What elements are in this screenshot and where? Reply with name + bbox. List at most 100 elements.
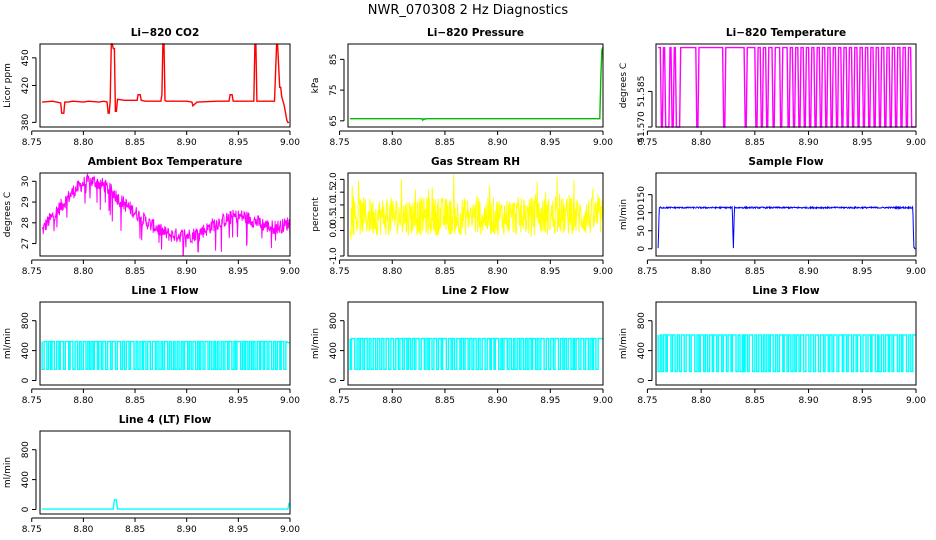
y-tick-label: 29: [21, 196, 31, 208]
x-tick-label: 8.75: [637, 396, 657, 406]
x-tick-label: 8.90: [177, 525, 197, 535]
y-tick-label: 150: [637, 186, 647, 203]
plot-frame: [39, 430, 291, 515]
x-tick-label: 8.85: [745, 267, 765, 277]
x-tick-label: 8.85: [125, 138, 145, 148]
y-tick-label: 100: [637, 204, 647, 221]
y-tick-label: 0: [21, 377, 31, 383]
x-tick-label: 8.95: [228, 396, 248, 406]
series-line: [41, 172, 291, 257]
plot-frame: [39, 172, 291, 257]
plot-frame: [347, 301, 604, 386]
series-line: [658, 46, 916, 128]
panel-title: Ambient Box Temperature: [88, 156, 243, 168]
x-tick-label: 8.80: [73, 138, 93, 148]
y-axis-label: Licor ppm: [3, 63, 13, 108]
series-line: [42, 43, 289, 124]
y-axis-label: ml/min: [3, 328, 13, 359]
panels-group: Li−820 CO2 8.75 8.80 8.85 8.90 8.95 9.00 380 420…: [3, 27, 926, 535]
panel-title: Li−820 Pressure: [427, 27, 524, 39]
x-tick-label: 8.75: [330, 396, 350, 406]
y-tick-label: 50: [637, 225, 647, 237]
panel-pressure: Li−820 Pressure 8.75 8.80 8.85 8.90 8.95 9.00 6…: [311, 27, 613, 148]
x-tick-label: 9.00: [280, 525, 300, 535]
y-tick-label: 0: [329, 377, 339, 383]
y-axis-label: degrees C: [619, 63, 629, 108]
y-tick-label: 0.0: [329, 223, 339, 238]
x-tick-label: 8.95: [228, 267, 248, 277]
y-tick-label: 30: [21, 175, 31, 187]
x-tick-label: 8.80: [691, 267, 711, 277]
x-tick-label: 9.00: [280, 267, 300, 277]
plot-frame: [655, 43, 917, 128]
x-tick-label: 8.90: [799, 396, 819, 406]
panel-title: Li−820 Temperature: [726, 27, 846, 39]
y-tick-label: 800: [21, 441, 31, 458]
y-tick-label: 51.570: [637, 111, 647, 143]
y-tick-label: 28: [21, 217, 31, 229]
x-tick-label: 8.95: [228, 525, 248, 535]
x-tick-label: 8.90: [177, 396, 197, 406]
x-tick-label: 8.75: [22, 396, 42, 406]
panel-title: Line 2 Flow: [442, 285, 509, 297]
y-tick-label: 0: [21, 506, 31, 512]
y-tick-label: 400: [637, 342, 647, 359]
plot-frame: [347, 43, 604, 128]
series-line: [657, 334, 916, 373]
x-tick-label: 8.95: [228, 138, 248, 148]
panel-line4: Line 4 (LT) Flow 8.75 8.80 8.85 8.90 8.95 9.00…: [3, 414, 300, 535]
x-tick-label: 8.75: [637, 138, 657, 148]
panel-title: Line 3 Flow: [752, 285, 819, 297]
x-tick-label: 8.75: [637, 267, 657, 277]
y-axis-label: ml/min: [619, 199, 629, 230]
panel-line2: Line 2 Flow 8.75 8.80 8.85 8.90 8.95 9.00 0 400 8…: [311, 285, 613, 406]
x-tick-label: 8.85: [125, 396, 145, 406]
x-tick-label: 8.75: [330, 138, 350, 148]
y-tick-label: 400: [21, 342, 31, 359]
y-tick-label: 0: [637, 377, 647, 383]
panel-title: Line 4 (LT) Flow: [119, 414, 212, 426]
x-tick-label: 8.90: [799, 138, 819, 148]
plot-frame: [655, 301, 917, 386]
panel-title: Li−820 CO2: [131, 27, 200, 39]
x-tick-label: 8.90: [799, 267, 819, 277]
x-tick-label: 9.00: [593, 138, 613, 148]
x-tick-label: 8.85: [435, 267, 455, 277]
x-tick-label: 9.00: [593, 396, 613, 406]
panel-ambient: Ambient Box Temperature 8.75 8.80 8.85 8.90 8…: [3, 156, 300, 277]
panel-rh: Gas Stream RH 8.75 8.80 8.85 8.90 8.95 9.00 -1.…: [311, 156, 613, 277]
y-tick-label: 800: [21, 312, 31, 329]
y-tick-label: 85: [329, 54, 339, 65]
x-tick-label: 9.00: [906, 138, 926, 148]
series-line: [41, 340, 291, 370]
panel-line1: Line 1 Flow 8.75 8.80 8.85 8.90 8.95 9.00 0 400 8…: [3, 285, 300, 406]
y-tick-label: 2.0: [329, 172, 339, 187]
x-tick-label: 8.80: [73, 525, 93, 535]
y-tick-label: 1.0: [329, 198, 339, 213]
y-tick-label: 0: [637, 246, 647, 252]
x-tick-label: 8.85: [125, 525, 145, 535]
x-tick-label: 8.95: [852, 138, 872, 148]
panel-title: Gas Stream RH: [431, 156, 520, 168]
y-tick-label: 450: [21, 49, 31, 66]
x-tick-label: 9.00: [906, 396, 926, 406]
y-axis-label: percent: [311, 197, 321, 232]
x-tick-label: 9.00: [280, 396, 300, 406]
x-tick-label: 8.85: [435, 138, 455, 148]
x-tick-label: 9.00: [906, 267, 926, 277]
x-tick-label: 8.75: [22, 267, 42, 277]
x-tick-label: 8.95: [540, 138, 560, 148]
x-tick-label: 8.80: [382, 396, 402, 406]
y-axis-label: kPa: [311, 78, 321, 94]
plot-frame: [347, 172, 604, 257]
panel-temp: Li−820 Temperature 8.75 8.80 8.85 8.90 8.95 9.…: [619, 27, 926, 148]
x-tick-label: 8.95: [540, 396, 560, 406]
y-tick-label: 400: [329, 342, 339, 359]
y-tick-label: 1.5: [329, 185, 339, 199]
series-line: [657, 205, 917, 250]
plot-frame: [39, 43, 291, 128]
x-tick-label: 8.95: [852, 267, 872, 277]
panel-co2: Li−820 CO2 8.75 8.80 8.85 8.90 8.95 9.00 380 420…: [3, 27, 300, 148]
x-tick-label: 8.90: [177, 138, 197, 148]
x-tick-label: 8.75: [22, 138, 42, 148]
